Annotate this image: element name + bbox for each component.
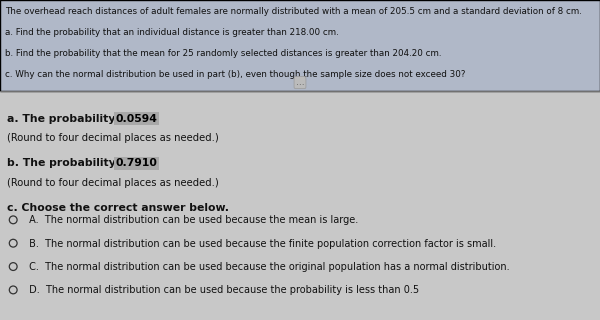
Text: c. Choose the correct answer below.: c. Choose the correct answer below. — [7, 203, 229, 213]
Text: 0.0594: 0.0594 — [115, 114, 157, 124]
Text: (Round to four decimal places as needed.): (Round to four decimal places as needed.… — [7, 178, 219, 188]
FancyBboxPatch shape — [0, 0, 600, 91]
Text: a. The probability is: a. The probability is — [7, 114, 133, 124]
Text: b. Find the probability that the mean for 25 randomly selected distances is grea: b. Find the probability that the mean fo… — [5, 49, 442, 58]
Text: 0.7910: 0.7910 — [115, 158, 157, 168]
Text: (Round to four decimal places as needed.): (Round to four decimal places as needed.… — [7, 133, 219, 143]
Text: c. Why can the normal distribution be used in part (b), even though the sample s: c. Why can the normal distribution be us… — [5, 70, 466, 79]
Text: ...: ... — [296, 78, 304, 87]
Text: a. Find the probability that an individual distance is greater than 218.00 cm.: a. Find the probability that an individu… — [5, 28, 338, 37]
Text: b. The probability is: b. The probability is — [7, 158, 133, 168]
Text: B.  The normal distribution can be used because the finite population correction: B. The normal distribution can be used b… — [26, 239, 496, 249]
Text: A.  The normal distribution can be used because the mean is large.: A. The normal distribution can be used b… — [26, 215, 358, 225]
Text: The overhead reach distances of adult females are normally distributed with a me: The overhead reach distances of adult fe… — [5, 7, 581, 16]
Text: D.  The normal distribution can be used because the probability is less than 0.5: D. The normal distribution can be used b… — [26, 285, 419, 295]
Text: C.  The normal distribution can be used because the original population has a no: C. The normal distribution can be used b… — [26, 262, 509, 272]
